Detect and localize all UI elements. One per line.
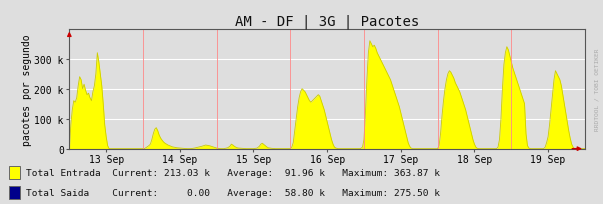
- Text: Total Saida    Current:     0.00   Average:  58.80 k   Maximum: 275.50 k: Total Saida Current: 0.00 Average: 58.80…: [26, 188, 440, 197]
- Title: AM - DF | 3G | Pacotes: AM - DF | 3G | Pacotes: [235, 14, 419, 29]
- Y-axis label: pacotes por segundo: pacotes por segundo: [22, 34, 31, 145]
- Text: Total Entrada  Current: 213.03 k   Average:  91.96 k   Maximum: 363.87 k: Total Entrada Current: 213.03 k Average:…: [26, 168, 440, 177]
- Text: RRDTOOL / TOBI OETIKER: RRDTOOL / TOBI OETIKER: [595, 49, 599, 131]
